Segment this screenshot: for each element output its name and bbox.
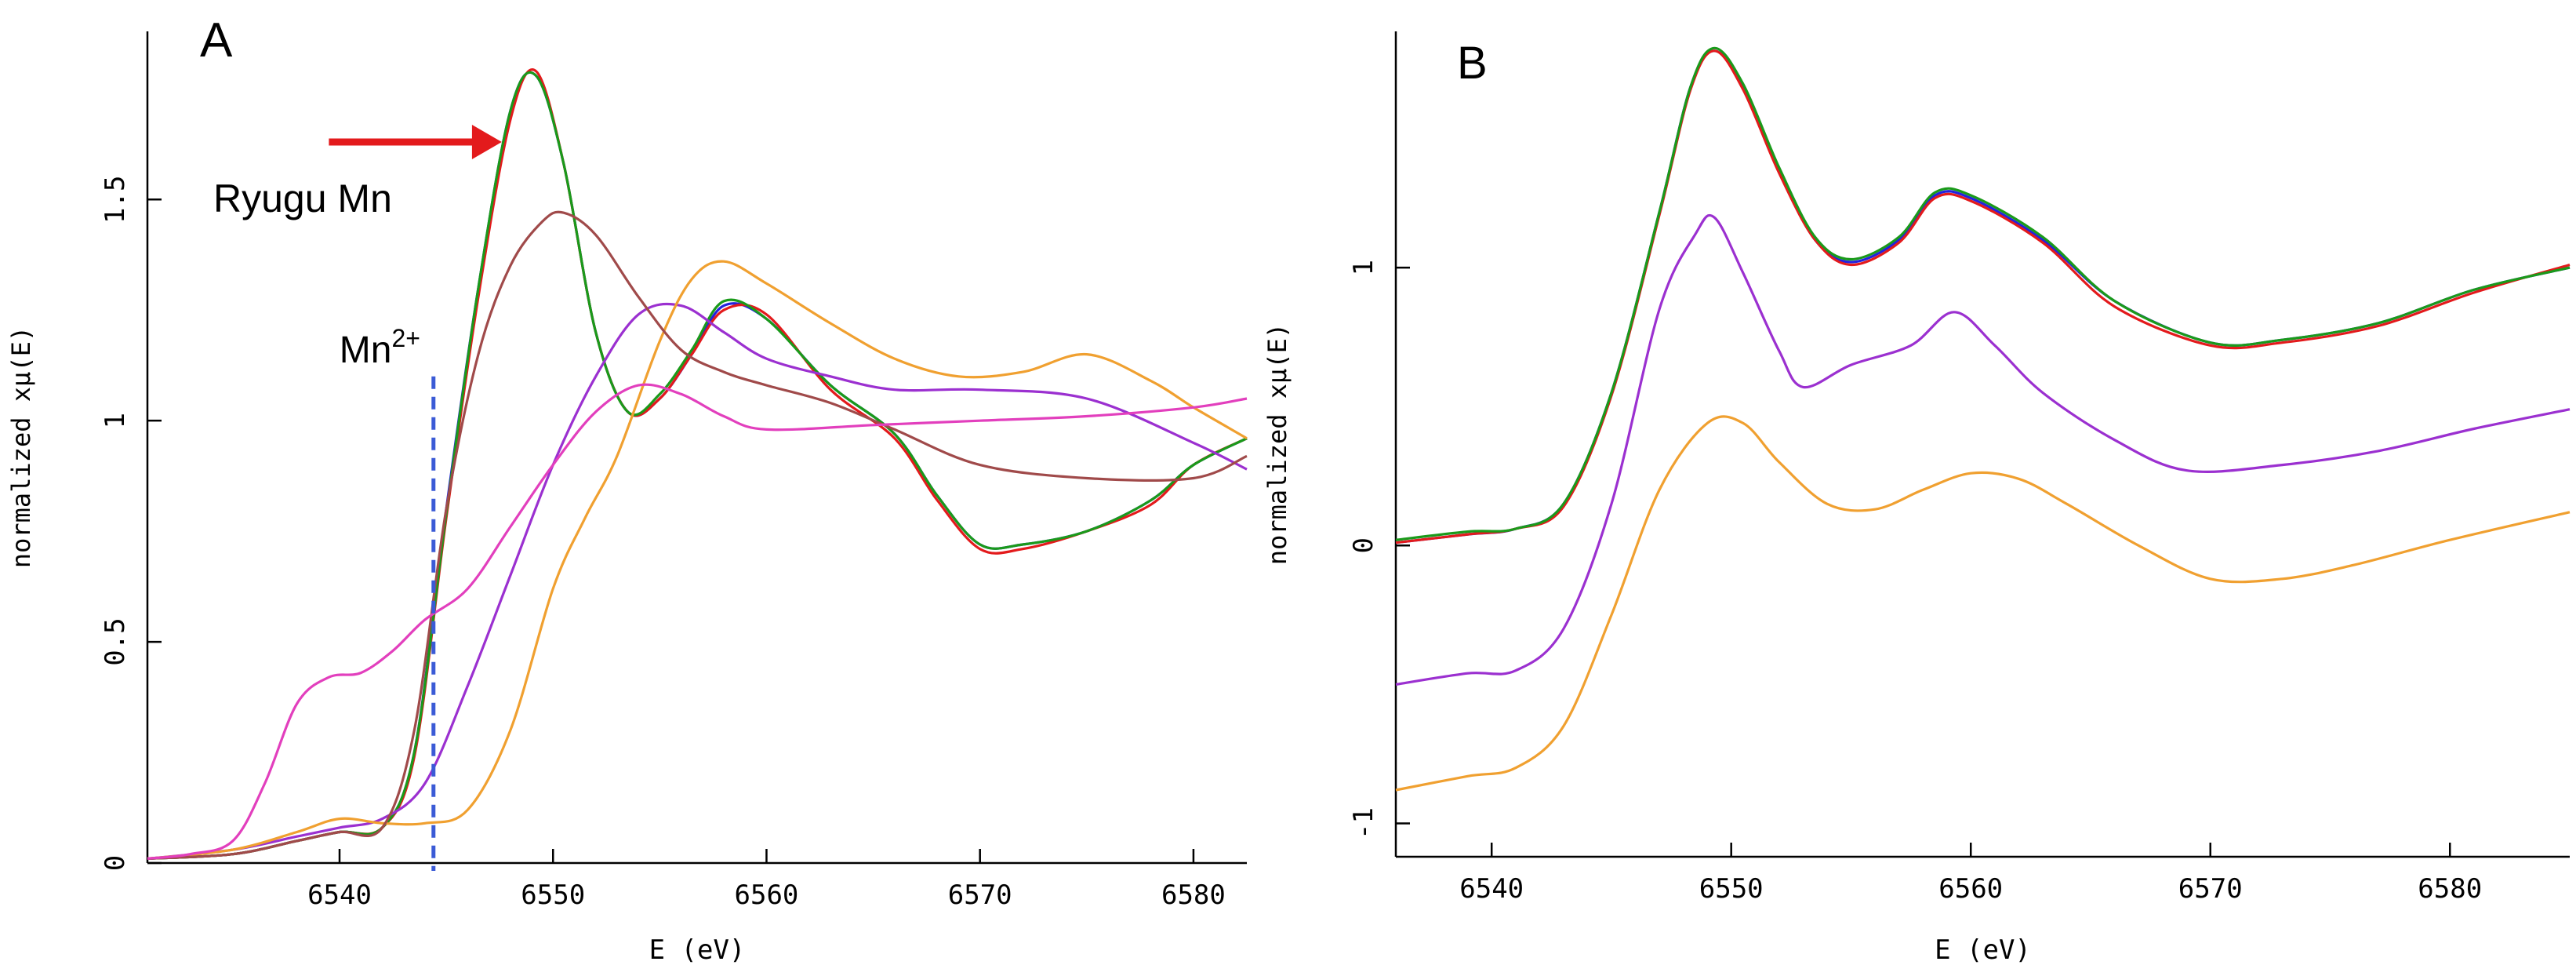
ryugu-mn-annotation: Ryugu Mn bbox=[213, 177, 392, 220]
panel-a-x-axis-label: E (eV) bbox=[649, 934, 746, 966]
panel-a-y-tick-label: 1 bbox=[100, 413, 131, 428]
mn2-edge-label-ion: Mn bbox=[340, 330, 392, 371]
panel-a-y-tick-label: 0.5 bbox=[100, 617, 131, 665]
panel-a-x-tick-label: 6580 bbox=[1161, 879, 1226, 911]
panel-a-plot-area bbox=[147, 68, 1248, 860]
panel-b-x-tick-label: 6540 bbox=[1459, 873, 1524, 905]
panel-b-series-reference-rhodacrosite bbox=[1395, 415, 2571, 792]
panel-a-series-mn2-sulfate bbox=[147, 210, 1248, 860]
panel-a-label: A bbox=[200, 13, 233, 67]
panel-b-series-mn-a0030-spot3 bbox=[1395, 46, 2571, 541]
panel-a-series-mn4-pyrolusite bbox=[147, 260, 1248, 860]
panel-b-series-mn-c0034-spot-x3 bbox=[1395, 49, 2571, 544]
panel-b-y-tick-label: -1 bbox=[1348, 807, 1379, 839]
panel-b-x-tick-label: 6570 bbox=[2178, 873, 2243, 905]
panel-b-x-tick-label: 6560 bbox=[1938, 873, 2003, 905]
panel-a-x-tick-label: 6560 bbox=[735, 879, 799, 911]
panel-b-x-tick-label: 6550 bbox=[1699, 873, 1764, 905]
panel-a-series-mn3-bixbyite bbox=[147, 302, 1248, 860]
panel-a-y-tick-label: 0 bbox=[100, 855, 131, 871]
panel-b-y-axis-label: normalized xμ(E) bbox=[1263, 323, 1292, 565]
panel-b: B 6540 6550 6560 6570 6580 -1 0 1 E (eV) normaliz… bbox=[1263, 31, 2571, 966]
panel-b-y-tick-label: 1 bbox=[1348, 260, 1379, 275]
panel-a-x-tick-label: 6550 bbox=[521, 879, 585, 911]
panel-b-axes: 6540 6550 6560 6570 6580 -1 0 1 E (eV) normalized… bbox=[1263, 31, 2570, 966]
panel-b-series-mn-a0030-spot-z3 bbox=[1395, 49, 2571, 544]
panel-b-series-reference-mn-calcitte bbox=[1395, 213, 2571, 686]
mn2-edge-label: Mn2+ bbox=[340, 324, 420, 371]
panel-a-y-axis-label: normalized xμ(E) bbox=[6, 326, 36, 568]
panel-a-x-tick-label: 6540 bbox=[307, 879, 372, 911]
panel-a-x-tick-label: 6570 bbox=[948, 879, 1012, 911]
panel-a-axes: 6540 6550 6560 6570 6580 0 0.5 1 1.5 E (eV) normal… bbox=[6, 31, 1247, 966]
panel-b-label: B bbox=[1457, 38, 1488, 89]
panel-b-plot-area bbox=[1395, 46, 2571, 792]
ryugu-arrowhead-icon bbox=[471, 124, 502, 159]
panel-a-y-tick-label: 1.5 bbox=[100, 176, 131, 224]
panel-a-series-mn-foil bbox=[147, 383, 1248, 860]
panel-b-x-tick-label: 6580 bbox=[2418, 873, 2482, 905]
panel-a: A 6540 6550 6560 6570 6580 0 0.5 1 1.5 E (eV) norm… bbox=[6, 13, 1248, 966]
panel-b-x-axis-label: E (eV) bbox=[1935, 934, 2031, 966]
mn2-edge-label-charge: 2+ bbox=[391, 324, 420, 352]
panel-b-y-tick-label: 0 bbox=[1348, 537, 1379, 553]
panel-a-series-mn-a0030-spot3 bbox=[147, 71, 1248, 860]
